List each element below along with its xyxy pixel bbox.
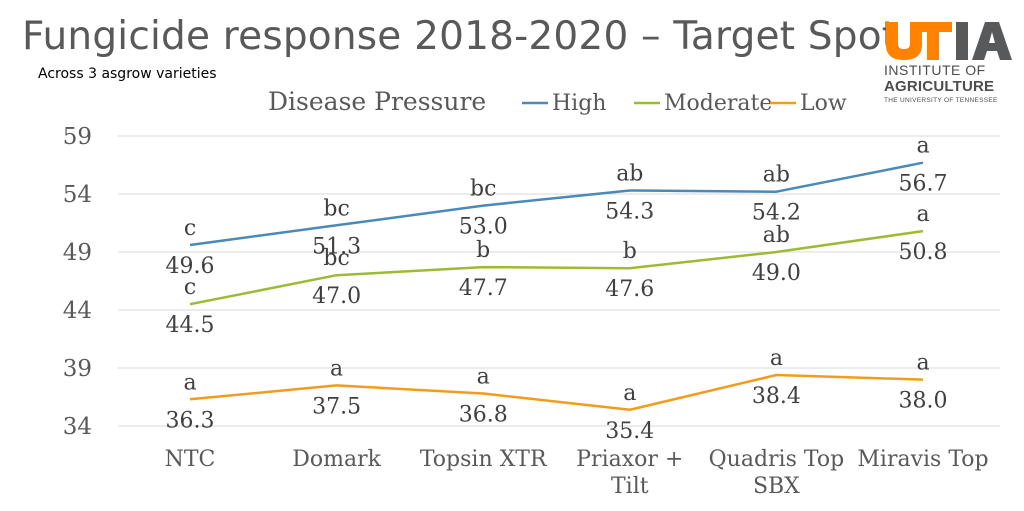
logo-letter-u [886,22,922,60]
logo-line-1: INSTITUTE OF [884,62,986,78]
significance-letter: c [184,216,196,241]
significance-letter: a [623,381,636,406]
data-label: 37.5 [312,394,361,419]
logo-line-3: THE UNIVERSITY OF TENNESSEE [884,97,998,104]
data-label: 36.8 [459,403,508,428]
y-tick-label: 54 [63,182,92,208]
legend-title: Disease Pressure [268,87,486,116]
significance-letter: b [476,238,490,263]
x-tick-label: Miravis Top [857,447,988,472]
utia-logo: INSTITUTE OF AGRICULTURE THE UNIVERSITY … [884,18,1018,108]
data-label: 36.3 [166,408,215,433]
y-tick-label: 59 [63,124,92,150]
legend-item-moderate: Moderate [634,91,772,116]
x-tick-label: Domark [292,447,381,472]
data-label: 54.3 [605,200,654,225]
significance-letter: b [623,239,637,264]
page-subtitle: Across 3 asgrow varieties [38,66,217,82]
logo-line-2: AGRICULTURE [884,78,995,95]
x-tick-label: Priaxor + Tilt [576,447,683,499]
significance-letter: a [183,370,196,395]
data-label: 56.7 [899,172,948,197]
y-tick-label: 49 [63,240,92,266]
y-tick-label: 44 [63,298,92,324]
page-title: Fungicide response 2018-2020 – Target Sp… [22,14,898,59]
chart-series: c49.6bc51.3bc53.0ab54.3ab54.2a56.7c44.5b… [166,134,948,444]
series-line-moderate [189,229,924,306]
legend-item-high: High [522,91,606,116]
significance-letter: ab [616,162,643,187]
series-line-high [189,161,924,247]
logo-letter-a [972,22,1012,60]
legend-label: High [552,91,606,116]
y-axis-tick-labels: 34 39 44 49 54 59 [63,124,92,440]
significance-letter: a [770,346,783,371]
significance-letter: a [330,356,343,381]
x-tick-label: NTC [165,447,216,472]
logo-letter-t [914,22,952,60]
significance-letter: ab [763,223,790,248]
significance-letter: a [916,351,929,376]
data-label: 38.4 [752,384,801,409]
legend-item-low: Low [770,91,847,116]
y-tick-label: 39 [63,356,92,382]
data-label: 51.3 [312,234,361,259]
legend-label: Moderate [664,91,772,116]
data-label: 53.0 [459,215,508,240]
x-axis-tick-labels: NTC Domark Topsin XTR Priaxor + Tilt Quadris … [165,447,989,499]
significance-letter: bc [323,246,349,271]
data-label: 38.0 [899,389,948,414]
data-label: 49.6 [166,254,215,279]
chart-gridlines [118,135,1000,427]
legend-label: Low [800,91,847,116]
series-line-low [189,373,924,412]
utia-logo-mark [886,22,1012,60]
significance-letter: a [916,202,929,227]
data-label: 47.7 [459,276,508,301]
significance-letter: a [477,365,490,390]
data-label: 49.0 [752,261,801,286]
significance-letter: c [184,275,196,300]
series-low: a 36.3 a 37.5 a 36.8 a 35.4 a 38.4 a 38.0 [166,346,948,444]
data-label: 44.5 [166,313,215,338]
data-label: 35.4 [605,419,654,444]
chart-legend: Disease Pressure High Moderate Low [268,87,847,116]
significance-letter: bc [323,196,349,221]
data-label: 47.6 [605,277,654,302]
x-tick-label: Topsin XTR [420,447,548,472]
logo-letter-i [956,22,968,60]
x-tick-label: Quadris Top SBX [709,447,845,499]
data-label: 54.2 [752,201,801,226]
series-moderate: c 44.5 bc 47.0 b 47.7 b 47.6 ab 49.0 a 50.8 [166,202,948,338]
significance-letter: a [916,134,929,159]
significance-letter: ab [763,163,790,188]
significance-letter: bc [470,177,496,202]
y-tick-label: 34 [63,414,92,440]
data-label: 50.8 [899,240,948,265]
data-label: 47.0 [312,284,361,309]
